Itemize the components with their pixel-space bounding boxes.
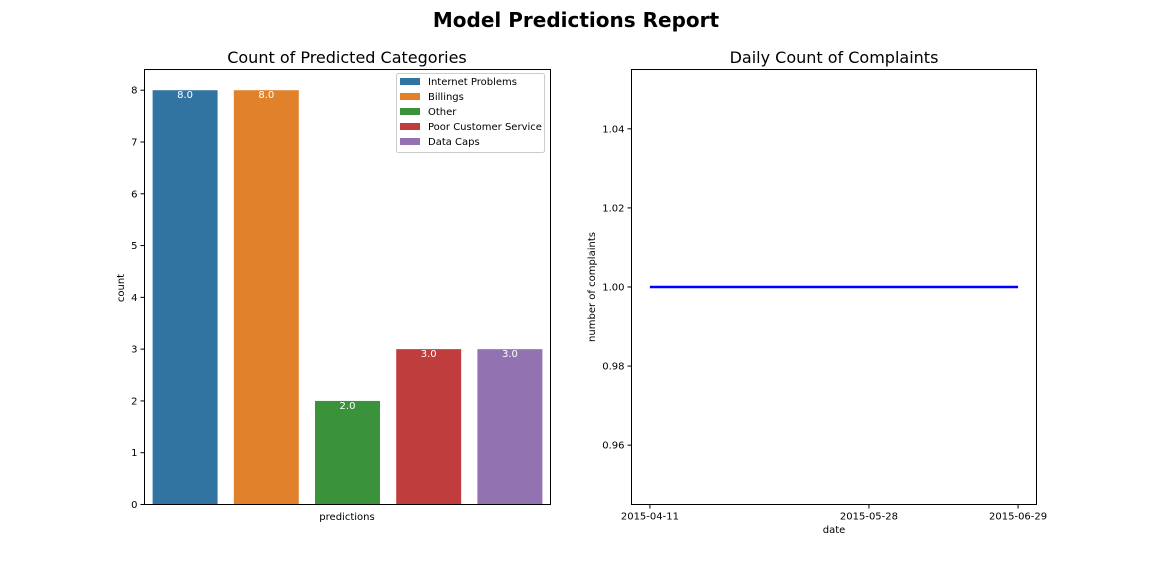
legend-swatch — [400, 108, 420, 115]
y-tick-label: 1 — [131, 448, 137, 459]
legend-swatch — [400, 123, 420, 130]
y-tick-label: 4 — [131, 293, 137, 304]
legend-frame — [396, 73, 545, 153]
report-title: Model Predictions Report — [432, 8, 720, 32]
y-tick-label: 7 — [131, 138, 137, 149]
y-tick-label: 1.00 — [602, 283, 624, 294]
x-tick-label: 2015-05-28 — [840, 512, 898, 523]
y-tick-label: 0.96 — [602, 441, 624, 452]
bar-chart-y-ticks: 0 1 2 3 4 5 6 7 8 — [131, 86, 145, 511]
bar — [315, 400, 380, 505]
y-tick-label: 0.98 — [602, 362, 624, 373]
legend-swatch — [400, 138, 420, 145]
y-tick-label: 6 — [131, 189, 137, 200]
legend-entry: Billings — [428, 92, 464, 103]
bar-chart-bars: 8.0 8.0 2.0 3.0 3.0 — [152, 90, 543, 505]
y-tick-label: 8 — [131, 86, 137, 97]
bar-chart: Count of Predicted Categories 012345678 … — [116, 48, 551, 523]
bar — [152, 90, 218, 505]
legend-swatch — [400, 93, 420, 100]
bar-chart-plot-frame — [144, 69, 551, 505]
bar — [396, 349, 462, 505]
bar — [233, 90, 299, 505]
line-chart-plot-frame — [631, 69, 1037, 505]
legend-entry: Data Caps — [428, 137, 480, 148]
bar-chart-legend: Internet Problems Billings Other Poor Custo… — [396, 73, 545, 153]
legend-entry: Poor Customer Service — [428, 122, 542, 133]
y-tick-label: 2 — [131, 396, 137, 407]
bar-chart-y-axis-label: count — [116, 274, 127, 302]
bar-data-label: 3.0 — [502, 349, 518, 360]
legend-entry: Other — [428, 107, 457, 118]
x-tick-label: 2015-04-11 — [621, 512, 679, 523]
bar-chart-x-axis-label: predictions — [319, 512, 374, 523]
bar-data-label: 8.0 — [177, 90, 193, 101]
x-tick-label: 2015-06-29 — [989, 512, 1047, 523]
y-tick-label: 3 — [131, 345, 137, 356]
line-chart-y-axis-label: number of complaints — [587, 232, 598, 342]
bar-data-label: 2.0 — [340, 401, 356, 412]
bar-data-label: 3.0 — [421, 349, 437, 360]
y-tick-label: 1.04 — [602, 124, 624, 135]
bar-chart-title: Count of Predicted Categories — [227, 48, 467, 67]
legend-swatch — [400, 78, 420, 85]
bar — [477, 349, 543, 505]
line-chart-x-axis-label: date — [823, 525, 846, 536]
line-chart-x-ticks: 2015-04-11 2015-05-28 2015-06-29 — [621, 504, 1047, 523]
y-tick-label: 5 — [131, 241, 137, 252]
line-chart-title: Daily Count of Complaints — [730, 48, 939, 67]
legend-entry: Internet Problems — [428, 77, 517, 88]
bar-data-label: 8.0 — [258, 90, 274, 101]
line-chart-y-ticks: 0.96 0.98 1.00 1.02 1.04 — [602, 124, 632, 452]
line-chart: Daily Count of Complaints 0.96 0.98 1.00 1.… — [587, 48, 1047, 536]
y-tick-label: 1.02 — [602, 203, 624, 214]
y-tick-label: 0 — [131, 500, 137, 511]
